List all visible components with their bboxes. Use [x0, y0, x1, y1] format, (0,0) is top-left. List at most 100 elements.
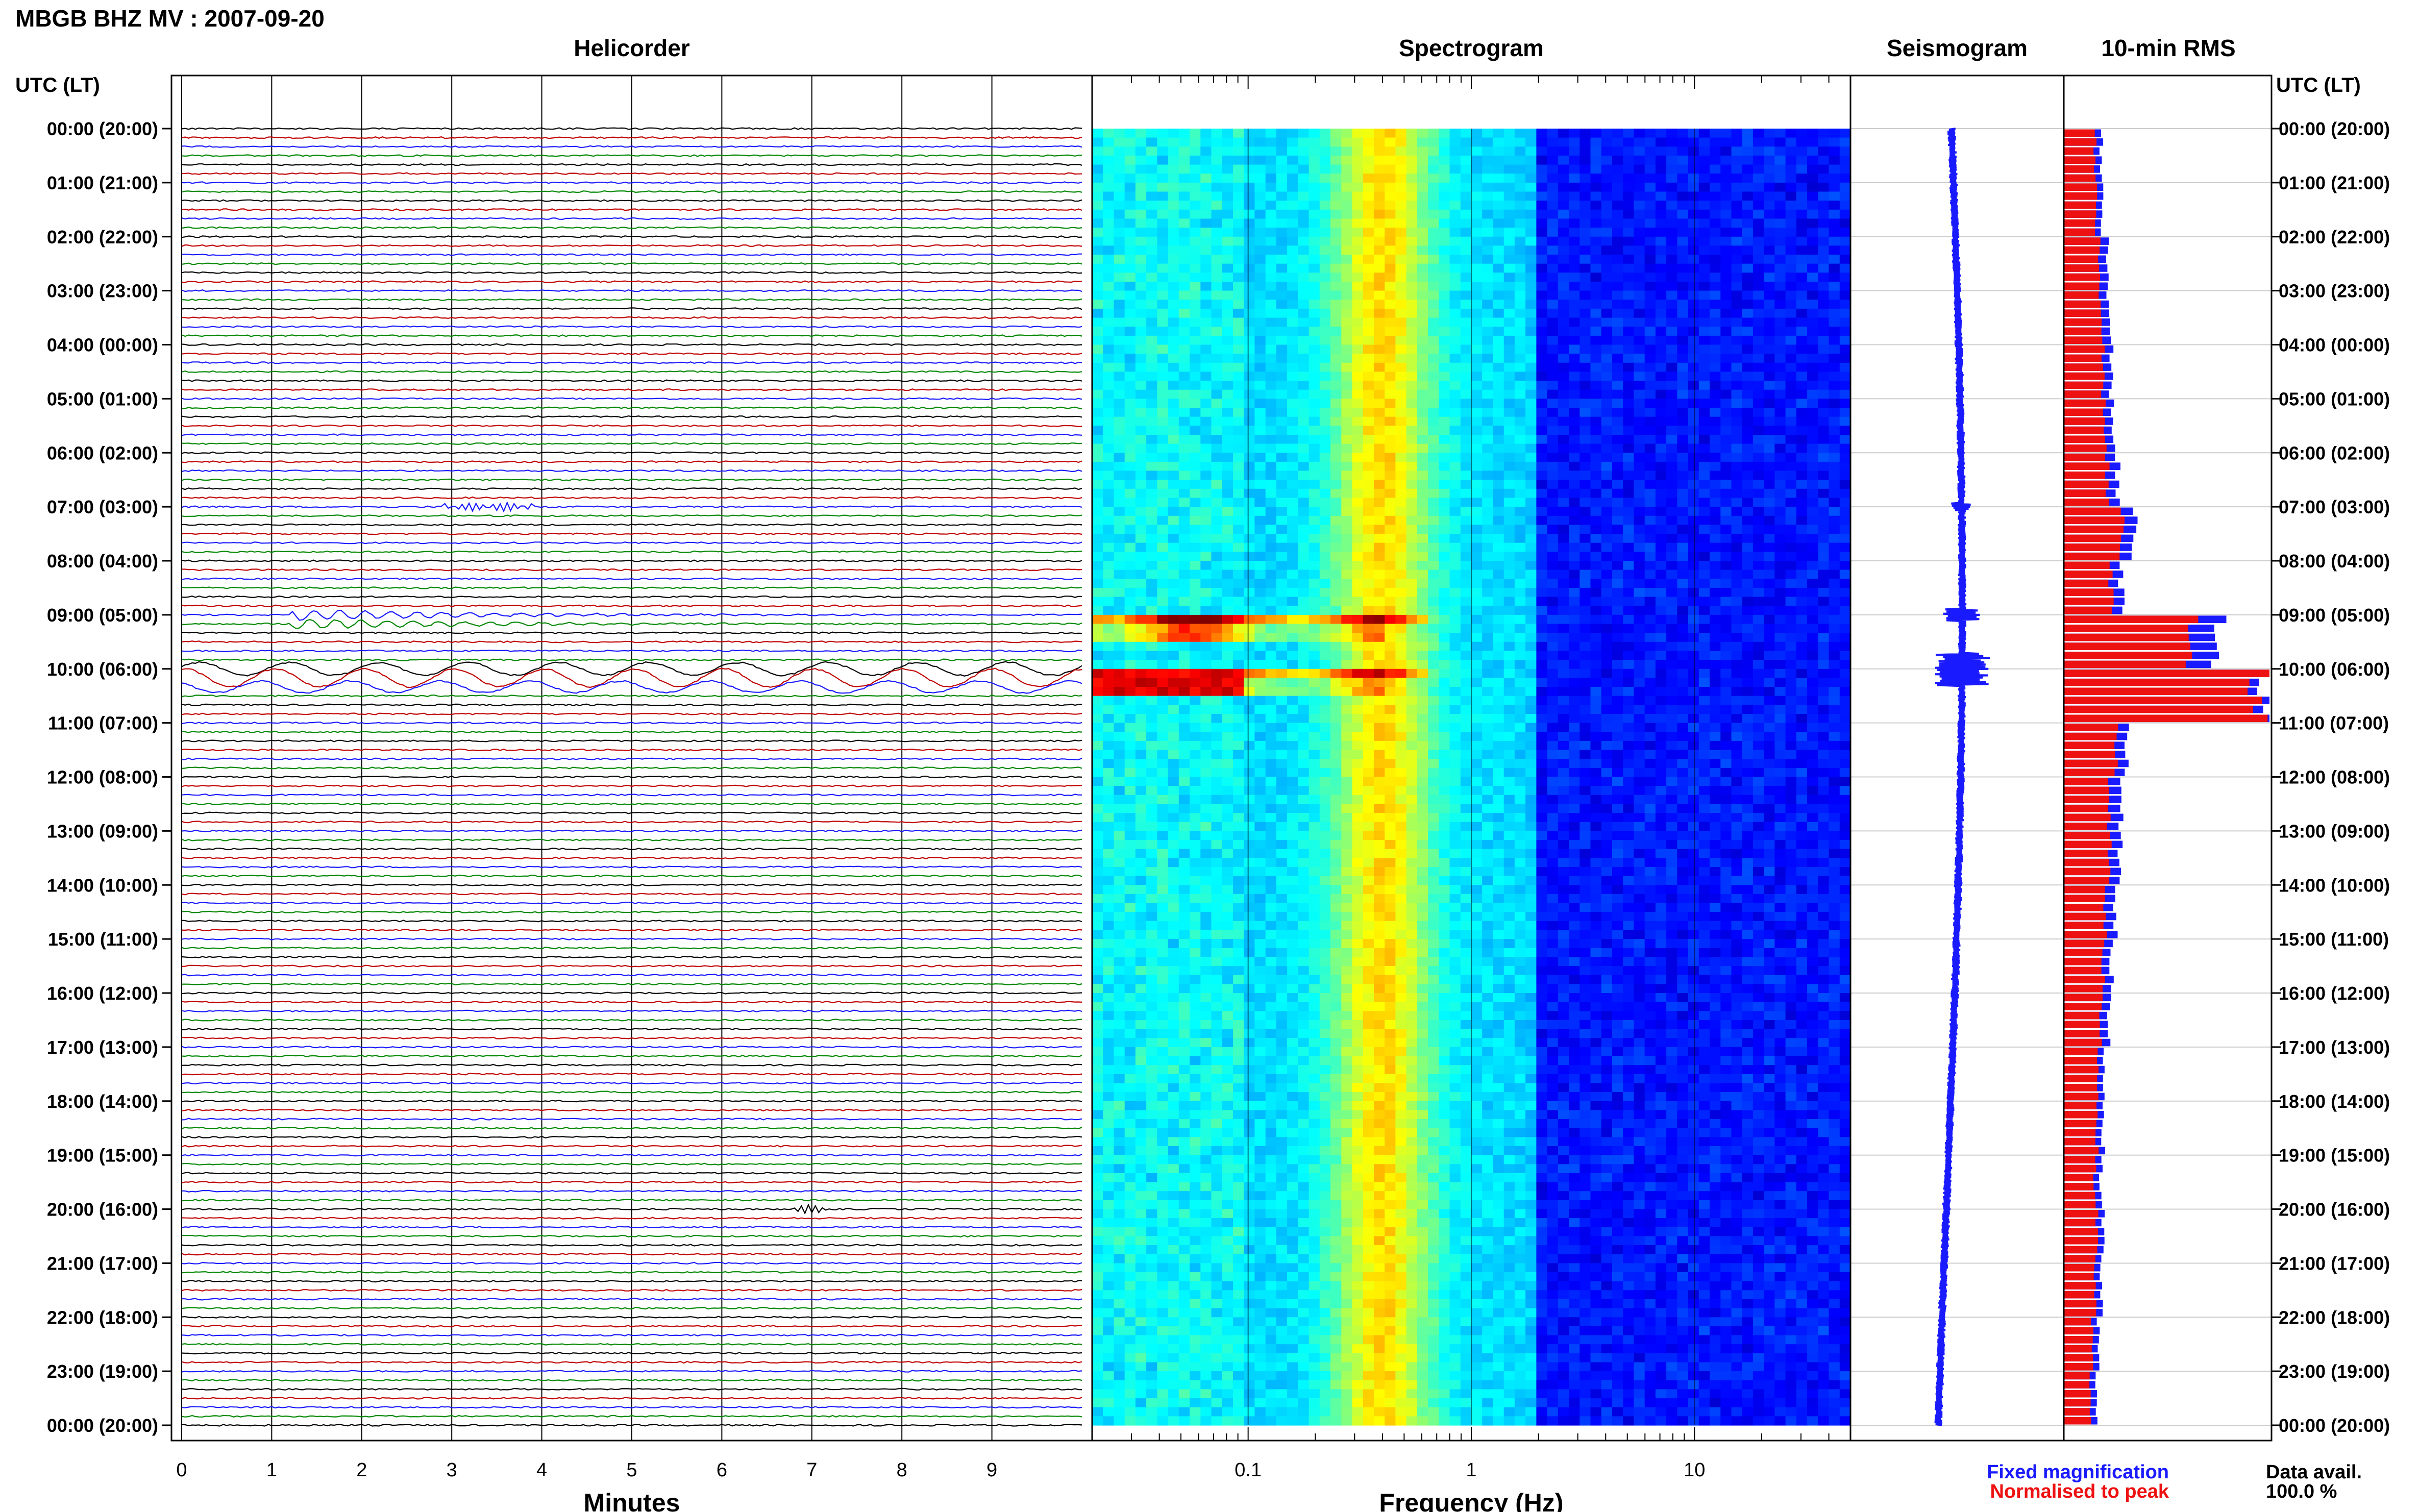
- spectrogram-cell: [1211, 146, 1223, 156]
- spectrogram-cell: [1839, 201, 1851, 210]
- spectrogram-cell: [1579, 344, 1591, 354]
- spectrogram-cell: [1439, 614, 1450, 625]
- spectrogram-cell: [1168, 344, 1179, 354]
- spectrogram-cell: [1601, 354, 1613, 363]
- spectrogram-cell: [1514, 507, 1526, 516]
- spectrogram-cell: [1514, 408, 1526, 417]
- spectrogram-cell: [1514, 534, 1526, 543]
- spectrogram-cell: [1124, 327, 1136, 336]
- spectrogram-cell: [1352, 470, 1364, 480]
- spectrogram-cell: [1092, 155, 1103, 165]
- spectrogram-cell: [1493, 534, 1504, 543]
- spectrogram-cell: [1460, 164, 1472, 174]
- spectrogram-cell: [1233, 597, 1244, 606]
- spectrogram-cell: [1807, 587, 1818, 598]
- spectrogram-cell: [1471, 587, 1483, 598]
- spectrogram-cell: [1168, 137, 1179, 147]
- spectrogram-cell: [1233, 300, 1244, 309]
- spectrogram-cell: [1623, 371, 1634, 381]
- spectrogram-cell: [1092, 624, 1103, 633]
- spectrogram-cell: [1807, 641, 1818, 651]
- spectrogram-cell: [1818, 408, 1830, 417]
- spectrogram-cell: [1569, 173, 1580, 183]
- spectrogram-cell: [1536, 740, 1548, 751]
- spectrogram-cell: [1385, 651, 1396, 660]
- spectrogram-cell: [1503, 263, 1515, 273]
- spectrogram-cell: [1493, 624, 1504, 633]
- spectrogram-cell: [1298, 137, 1310, 147]
- spectrogram-cell: [1536, 614, 1548, 625]
- spectrogram-cell: [1341, 498, 1353, 507]
- spectrogram-cell: [1579, 687, 1591, 697]
- spectrogram-cell: [1146, 228, 1157, 237]
- spectrogram-cell: [1818, 641, 1830, 651]
- spectrogram-cell: [1276, 569, 1288, 579]
- spectrogram-cell: [1688, 371, 1699, 381]
- spectrogram-cell: [1233, 381, 1244, 390]
- spectrogram-cell: [1720, 759, 1732, 769]
- spectrogram-cell: [1720, 515, 1732, 525]
- spectrogram-cell: [1785, 300, 1797, 309]
- spectrogram-cell: [1612, 507, 1623, 516]
- spectrogram-cell: [1373, 740, 1385, 751]
- spectrogram-cell: [1764, 129, 1775, 138]
- spectrogram-cell: [1449, 236, 1461, 246]
- spectrogram-cell: [1298, 470, 1310, 480]
- spectrogram-cell: [1406, 173, 1418, 183]
- spectrogram-cell: [1677, 408, 1689, 417]
- spectrogram-cell: [1720, 228, 1732, 237]
- spectrogram-cell: [1330, 507, 1342, 516]
- spectrogram-cell: [1103, 705, 1114, 714]
- spectrogram-cell: [1731, 327, 1743, 336]
- spectrogram-cell: [1395, 426, 1407, 435]
- spectrogram-cell: [1276, 705, 1288, 714]
- spectrogram-cell: [1233, 201, 1244, 210]
- spectrogram-cell: [1503, 614, 1515, 625]
- spectrogram-cell: [1373, 191, 1385, 201]
- spectrogram-cell: [1200, 614, 1212, 625]
- spectrogram-cell: [1612, 209, 1623, 219]
- spectrogram-cell: [1634, 381, 1645, 390]
- spectrogram-cell: [1558, 182, 1569, 192]
- spectrogram-cell: [1254, 587, 1266, 598]
- spectrogram-cell: [1244, 282, 1255, 291]
- spectrogram-cell: [1612, 525, 1623, 534]
- spectrogram-cell: [1135, 542, 1147, 552]
- spectrogram-cell: [1114, 480, 1125, 489]
- spectrogram-cell: [1796, 633, 1808, 642]
- spectrogram-cell: [1547, 272, 1559, 282]
- spectrogram-cell: [1547, 696, 1559, 705]
- spectrogram-cell: [1796, 552, 1808, 561]
- spectrogram-cell: [1698, 282, 1710, 291]
- spectrogram-cell: [1222, 263, 1233, 273]
- spectrogram-cell: [1818, 470, 1830, 480]
- spectrogram-cell: [1244, 201, 1255, 210]
- spectrogram-cell: [1677, 308, 1689, 318]
- spectrogram-cell: [1829, 282, 1840, 291]
- spectrogram-cell: [1319, 408, 1331, 417]
- spectrogram-cell: [1807, 480, 1818, 489]
- spectrogram-cell: [1569, 317, 1580, 327]
- spectrogram-cell: [1352, 759, 1364, 769]
- spectrogram-cell: [1373, 668, 1385, 678]
- spectrogram-cell: [1265, 335, 1277, 345]
- spectrogram-cell: [1666, 542, 1677, 552]
- spectrogram-cell: [1612, 255, 1623, 264]
- spectrogram-cell: [1623, 488, 1634, 498]
- spectrogram-cell: [1124, 507, 1136, 516]
- spectrogram-cell: [1623, 300, 1634, 309]
- spectrogram-cell: [1417, 228, 1428, 237]
- spectrogram-cell: [1254, 317, 1266, 327]
- spectrogram-cell: [1200, 290, 1212, 300]
- spectrogram-cell: [1785, 327, 1797, 336]
- spectrogram-cell: [1590, 668, 1602, 678]
- spectrogram-cell: [1114, 614, 1125, 625]
- spectrogram-cell: [1428, 488, 1439, 498]
- spectrogram-cell: [1547, 507, 1559, 516]
- spectrogram-cell: [1634, 687, 1645, 697]
- spectrogram-cell: [1157, 426, 1169, 435]
- spectrogram-cell: [1710, 308, 1721, 318]
- spectrogram-cell: [1558, 245, 1569, 255]
- spectrogram-cell: [1363, 714, 1374, 724]
- spectrogram-cell: [1233, 354, 1244, 363]
